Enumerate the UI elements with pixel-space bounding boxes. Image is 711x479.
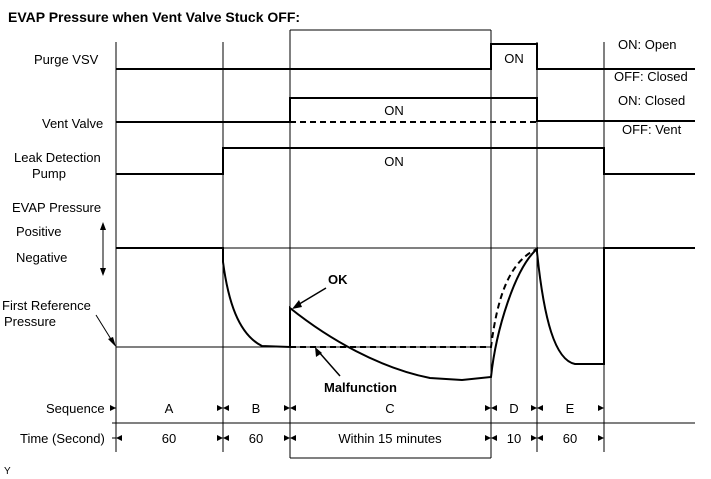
sequence-c: C: [385, 401, 394, 416]
leak-pump-signal: [116, 147, 695, 175]
state-purge-on: ON: Open: [618, 37, 677, 52]
vent-valve-signal: [116, 97, 695, 123]
arrow-up-icon: [100, 222, 106, 230]
label-first-ref-2: Pressure: [4, 314, 56, 329]
time-e: 60: [563, 431, 577, 446]
time-a: 60: [162, 431, 176, 446]
label-evap-pressure: EVAP Pressure: [12, 200, 101, 215]
vent-on-label: ON: [384, 103, 404, 118]
time-d: 10: [507, 431, 521, 446]
evap-pressure-curve: [116, 246, 695, 382]
first-ref-arrowhead-icon: [108, 337, 116, 347]
sequence-e: E: [566, 401, 575, 416]
sequence-d: D: [509, 401, 518, 416]
label-negative: Negative: [16, 250, 67, 265]
label-first-ref-1: First Reference: [2, 298, 91, 313]
state-purge-off: OFF: Closed: [614, 69, 688, 84]
malfunction-label: Malfunction: [324, 380, 397, 395]
label-positive: Positive: [16, 224, 62, 239]
label-vent-valve: Vent Valve: [42, 116, 103, 131]
arrow-down-icon: [100, 268, 106, 276]
time-b: 60: [249, 431, 263, 446]
footer-mark: Y: [4, 466, 11, 477]
evap-malfunction-curve: [290, 248, 538, 348]
label-sequence: Sequence: [46, 401, 105, 416]
diagram-title: EVAP Pressure when Vent Valve Stuck OFF:: [8, 9, 300, 25]
malfunction-pointer: [317, 350, 341, 377]
pump-on-label: ON: [384, 154, 404, 169]
sequence-b: B: [252, 401, 261, 416]
malfunction-arrowhead-icon: [315, 347, 322, 357]
ok-label: OK: [328, 272, 348, 287]
separator-arrow-marks: [110, 405, 604, 441]
sequence-a: A: [165, 401, 174, 416]
state-vent-off: OFF: Vent: [622, 122, 682, 137]
label-leak-pump-2: Pump: [32, 166, 66, 181]
ok-arrowhead-icon: [292, 300, 302, 309]
label-leak-pump-1: Leak Detection: [14, 150, 101, 165]
ok-pointer: [295, 287, 327, 307]
label-purge-vsv: Purge VSV: [34, 52, 99, 67]
purge-on-label: ON: [504, 51, 524, 66]
purge-vsv-signal: [116, 43, 695, 70]
time-c: Within 15 minutes: [338, 431, 442, 446]
state-vent-on: ON: Closed: [618, 93, 685, 108]
label-time: Time (Second): [20, 431, 105, 446]
